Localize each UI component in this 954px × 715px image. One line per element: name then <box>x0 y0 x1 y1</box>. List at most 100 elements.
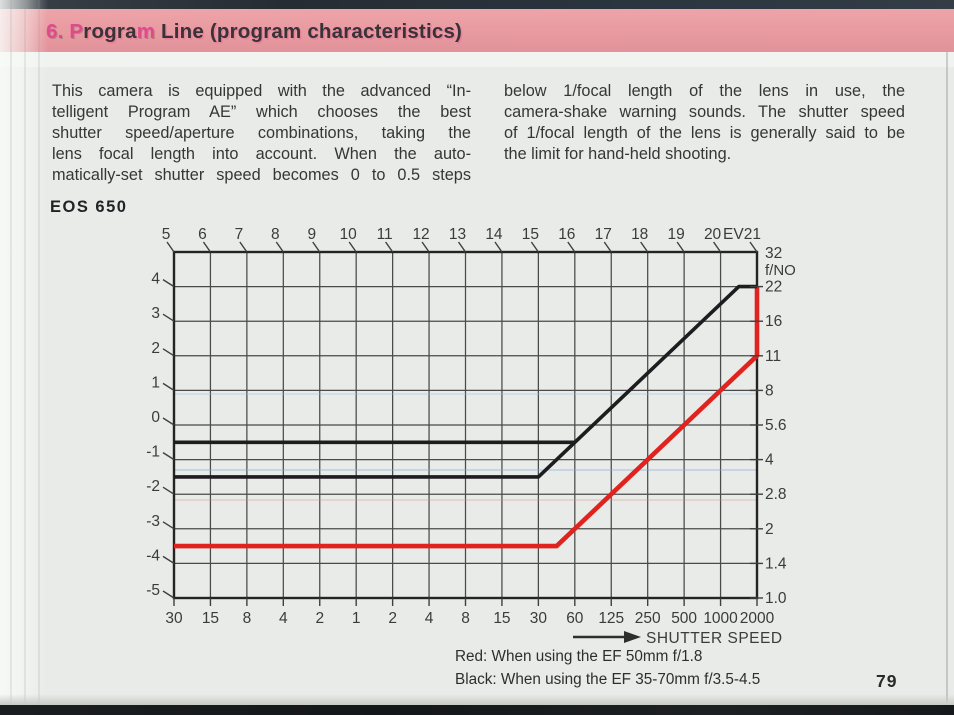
axis-tick <box>162 313 175 322</box>
x-axis-bottom-label: 15 <box>202 610 219 627</box>
axis-tick <box>162 348 175 357</box>
axis-tick <box>162 417 175 426</box>
y-axis-right-label: 5.6 <box>765 417 787 434</box>
x-axis-top-label: 16 <box>558 226 575 243</box>
x-axis-bottom-label: 15 <box>493 610 510 627</box>
x-axis-bottom-label: 2000 <box>740 610 775 627</box>
legend-black-lens: Black: When using the EF 35-70mm f/3.5-4… <box>455 671 761 688</box>
title-segment: rogra <box>83 20 137 43</box>
intro-text-line: lens focal length into account. When the… <box>52 145 471 163</box>
program-line-series <box>174 284 757 479</box>
y-axis-left-label: 2 <box>151 340 160 357</box>
shutter-speed-arrowhead <box>624 631 641 643</box>
x-axis-bottom-label: 60 <box>566 610 584 627</box>
scan-top-edge <box>0 0 954 9</box>
axis-tick <box>457 241 467 253</box>
title-segment: 6. <box>46 20 70 43</box>
y-axis-right-label: 22 <box>765 279 782 296</box>
axis-tick <box>202 241 212 253</box>
x-axis-top-label: 5 <box>162 226 171 243</box>
x-axis-top-label: 15 <box>522 226 539 243</box>
intro-text-line: camera-shake warning sounds. The shutter… <box>504 103 905 121</box>
x-axis-bottom-label: 8 <box>243 610 252 627</box>
x-axis-bottom-label: 2 <box>388 610 397 627</box>
scan-streak <box>38 0 40 715</box>
legend-red-lens: Red: When using the EF 50mm f/1.8 <box>455 648 703 665</box>
x-axis-top-label: 20 <box>704 226 722 243</box>
intro-text-line: telligent Program AE” which chooses the … <box>52 103 471 121</box>
axis-tick <box>162 486 175 495</box>
y-axis-left-label: -3 <box>146 513 160 530</box>
y-axis-right-label: 1.0 <box>765 590 787 607</box>
program-line-series <box>174 286 760 549</box>
axis-tick <box>348 241 357 253</box>
intro-text-line: This camera is equipped with the advance… <box>52 82 471 100</box>
axis-tick <box>162 382 175 391</box>
page-title: 6. Program Line (program characteristics… <box>46 20 462 44</box>
y-axis-right-label: 4 <box>765 452 774 469</box>
x-axis-bottom-label: 4 <box>279 610 288 627</box>
y-axis-right-label: 32 <box>765 245 782 262</box>
y-axis-right-label: 2 <box>765 521 774 538</box>
x-axis-bottom-label: 1000 <box>703 610 738 627</box>
scan-bottom-edge <box>0 705 954 715</box>
intro-text-line: below 1/focal length of the lens in use,… <box>504 82 905 100</box>
plot-border <box>172 250 759 600</box>
axis-tick <box>640 241 649 253</box>
x-axis-top-label: 9 <box>307 226 316 243</box>
x-axis-top-label: 7 <box>235 226 244 243</box>
y-axis-unit-label: f/NO <box>765 262 796 279</box>
x-axis-top-label: 17 <box>595 226 612 243</box>
y-axis-left-label: -5 <box>146 582 160 599</box>
y-axis-right-label: 2.8 <box>765 486 787 503</box>
y-axis-right-label: 16 <box>765 313 782 330</box>
x-axis-top-label: 12 <box>412 226 429 243</box>
y-axis-left-label: -2 <box>146 478 160 495</box>
x-axis-bottom-label: 4 <box>425 610 434 627</box>
scan-streak <box>10 0 12 715</box>
x-axis-bottom-label: 30 <box>165 610 183 627</box>
axis-tick <box>567 241 576 253</box>
axis-tick <box>312 241 321 253</box>
x-axis-bottom-label: 30 <box>530 610 548 627</box>
intro-paragraph-left: This camera is equipped with the advance… <box>52 81 471 186</box>
axis-tick <box>603 241 612 253</box>
axis-tick <box>421 241 430 253</box>
intro-text-line: matically-set shutter speed becomes 0 to… <box>52 166 471 184</box>
intro-text-line: the limit for hand-held shooting. <box>504 145 732 163</box>
x-axis-top-label: 8 <box>271 226 280 243</box>
x-axis-bottom-label: 1 <box>352 610 361 627</box>
scan-streak <box>24 0 26 715</box>
intro-paragraph-right: below 1/focal length of the lens in use,… <box>504 81 905 165</box>
y-axis-right-label: 11 <box>765 348 781 365</box>
axis-tick <box>494 241 503 253</box>
axis-tick <box>749 241 758 253</box>
y-axis-left-label: 1 <box>151 374 160 391</box>
axis-tick <box>162 555 175 564</box>
axis-tick <box>676 241 685 253</box>
x-axis-top-label: 19 <box>668 226 685 243</box>
axis-tick <box>162 590 175 599</box>
x-axis-bottom-label: 2 <box>315 610 324 627</box>
section-header-bar: 6. Program Line (program characteristics… <box>0 9 954 52</box>
x-axis-top-label: 10 <box>340 226 358 243</box>
title-segment: P <box>69 20 84 43</box>
y-axis-left-label: -4 <box>146 547 160 564</box>
header-lower-band <box>0 52 954 67</box>
axis-tick <box>530 241 539 253</box>
x-axis-top-label: EV21 <box>723 226 761 243</box>
y-axis-left-label: 4 <box>151 271 160 288</box>
axis-tick <box>166 241 175 253</box>
axis-tick <box>239 241 248 253</box>
intro-text-line: of 1/focal length of the lens is general… <box>504 124 905 142</box>
axis-tick <box>162 279 175 288</box>
axis-tick <box>162 521 175 530</box>
x-axis-bottom-label: 250 <box>635 610 661 627</box>
x-axis-top-label: 6 <box>198 226 207 243</box>
x-axis-title: SHUTTER SPEED <box>646 630 783 647</box>
page-bottom-shade <box>0 694 954 705</box>
x-axis-top-label: 14 <box>485 226 503 243</box>
page-left-edge <box>0 0 48 715</box>
axis-tick <box>385 241 394 253</box>
